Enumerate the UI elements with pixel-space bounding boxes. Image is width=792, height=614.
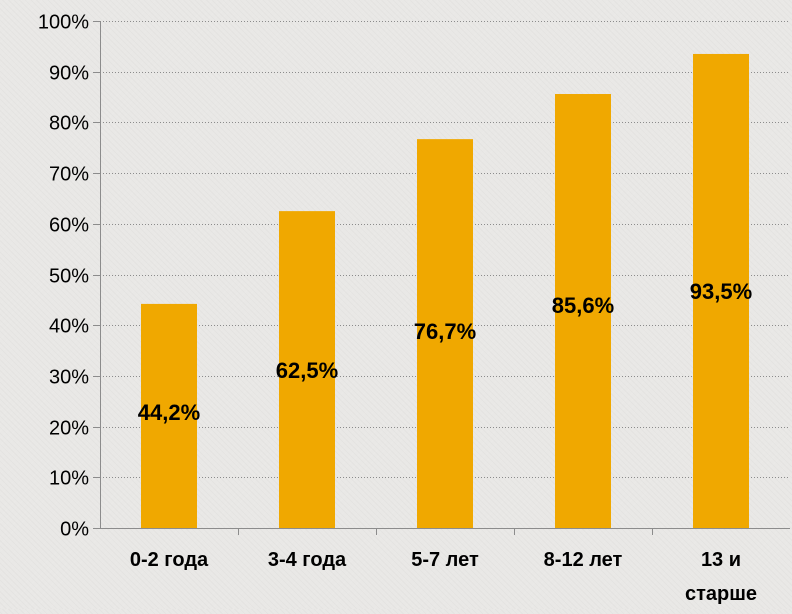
axis-layer: 0% 10% 20% 30% 40% 50% 60% 70% 80% 90% 100% [38, 12, 790, 541]
x-category-label: 8-12 лет [544, 549, 623, 571]
x-category-label: 5-7 лет [411, 549, 479, 571]
x-category-label: 0-2 года [130, 549, 209, 571]
data-label-5: 93,5% [690, 279, 752, 304]
bar-4 [555, 94, 611, 529]
data-label-4: 85,6% [552, 293, 614, 318]
data-label-3: 76,7% [414, 319, 476, 344]
x-category-label: старше [685, 583, 757, 605]
data-label-1: 44,2% [138, 400, 200, 425]
data-label-2: 62,5% [276, 358, 338, 383]
y-tick-label: 0% [60, 519, 89, 541]
y-tick-label: 10% [49, 468, 89, 490]
y-tick-label: 70% [49, 164, 89, 186]
y-tick-label: 50% [49, 266, 89, 288]
y-tick-label: 60% [49, 215, 89, 237]
y-tick-label: 20% [49, 418, 89, 440]
y-tick-label: 90% [49, 63, 89, 85]
x-category-label: 3-4 года [268, 549, 347, 571]
y-tick-label: 80% [49, 113, 89, 135]
y-tick-label: 100% [38, 12, 89, 34]
label-layer: 44,2% 0-2 года 62,5% 3-4 года 76,7% 5-7 лет 85… [130, 279, 757, 605]
y-tick-label: 30% [49, 367, 89, 389]
bar-5 [693, 53, 749, 529]
bar-3 [417, 139, 473, 529]
bar-1 [141, 303, 197, 528]
bar-2 [279, 211, 335, 528]
x-category-label: 13 и [701, 549, 741, 571]
y-tick-label: 40% [49, 316, 89, 338]
bar-layer [141, 53, 749, 529]
